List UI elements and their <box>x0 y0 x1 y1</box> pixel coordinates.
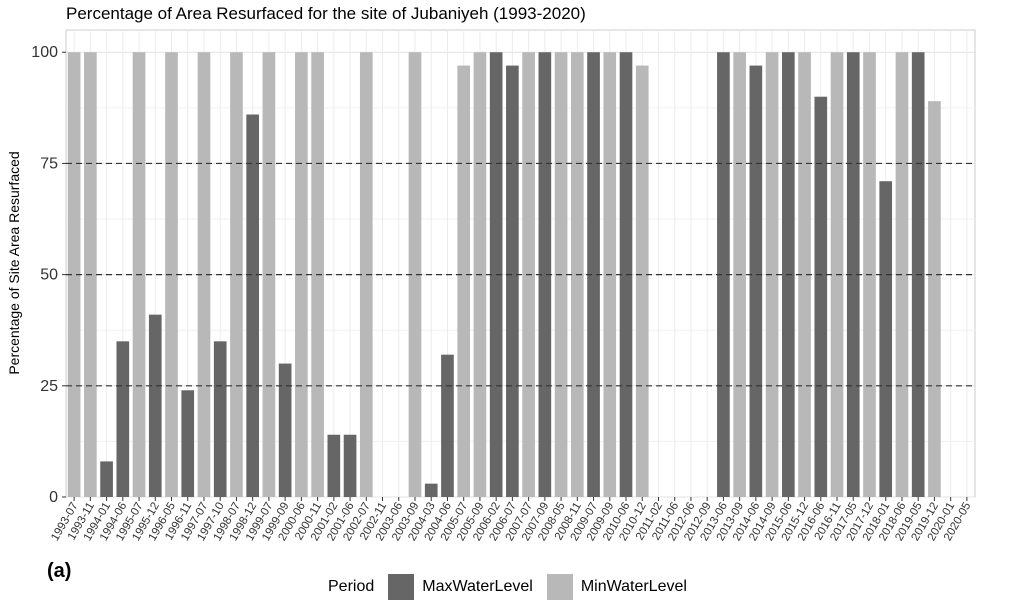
y-axis-title: Percentage of Site Area Resurfaced <box>6 151 22 374</box>
bar-2010-12 <box>635 65 649 497</box>
bar-2004-06 <box>441 354 454 497</box>
legend-label-max: MaxWaterLevel <box>422 578 533 595</box>
y-tick-label: 100 <box>31 44 58 61</box>
bar-1994-01 <box>100 461 113 497</box>
bar-2016-06 <box>814 96 828 497</box>
bar-1995-12 <box>148 314 162 497</box>
bar-2004-03 <box>424 483 438 497</box>
legend-title: Period <box>328 578 375 595</box>
bar-2019-12 <box>928 101 941 498</box>
chart-title: Percentage of Area Resurfaced for the si… <box>66 4 586 23</box>
panel-label: (a) <box>47 560 72 582</box>
legend-key-min <box>546 574 573 600</box>
legend: Period MaxWaterLevel MinWaterLevel <box>328 573 701 601</box>
legend-label-min: MinWaterLevel <box>580 578 687 595</box>
bar-1999-09 <box>278 363 292 497</box>
bar-1996-11 <box>181 390 195 497</box>
y-tick-label: 25 <box>40 378 58 395</box>
bar-1994-06 <box>116 341 130 497</box>
y-tick-label: 75 <box>40 155 58 172</box>
bar-2014-06 <box>749 65 763 497</box>
reference-lines-layer <box>66 162 975 387</box>
legend-key-max <box>388 574 415 600</box>
bar-2001-02 <box>327 434 341 497</box>
y-tick-label: 50 <box>40 267 58 284</box>
bar-1998-12 <box>246 114 260 497</box>
bar-2006-07 <box>506 65 519 497</box>
bar-2018-01 <box>879 181 893 497</box>
y-tick-label: 0 <box>49 489 58 506</box>
bar-1997-10 <box>213 341 227 497</box>
bar-2001-06 <box>343 434 357 497</box>
bar-2005-07 <box>457 65 471 497</box>
